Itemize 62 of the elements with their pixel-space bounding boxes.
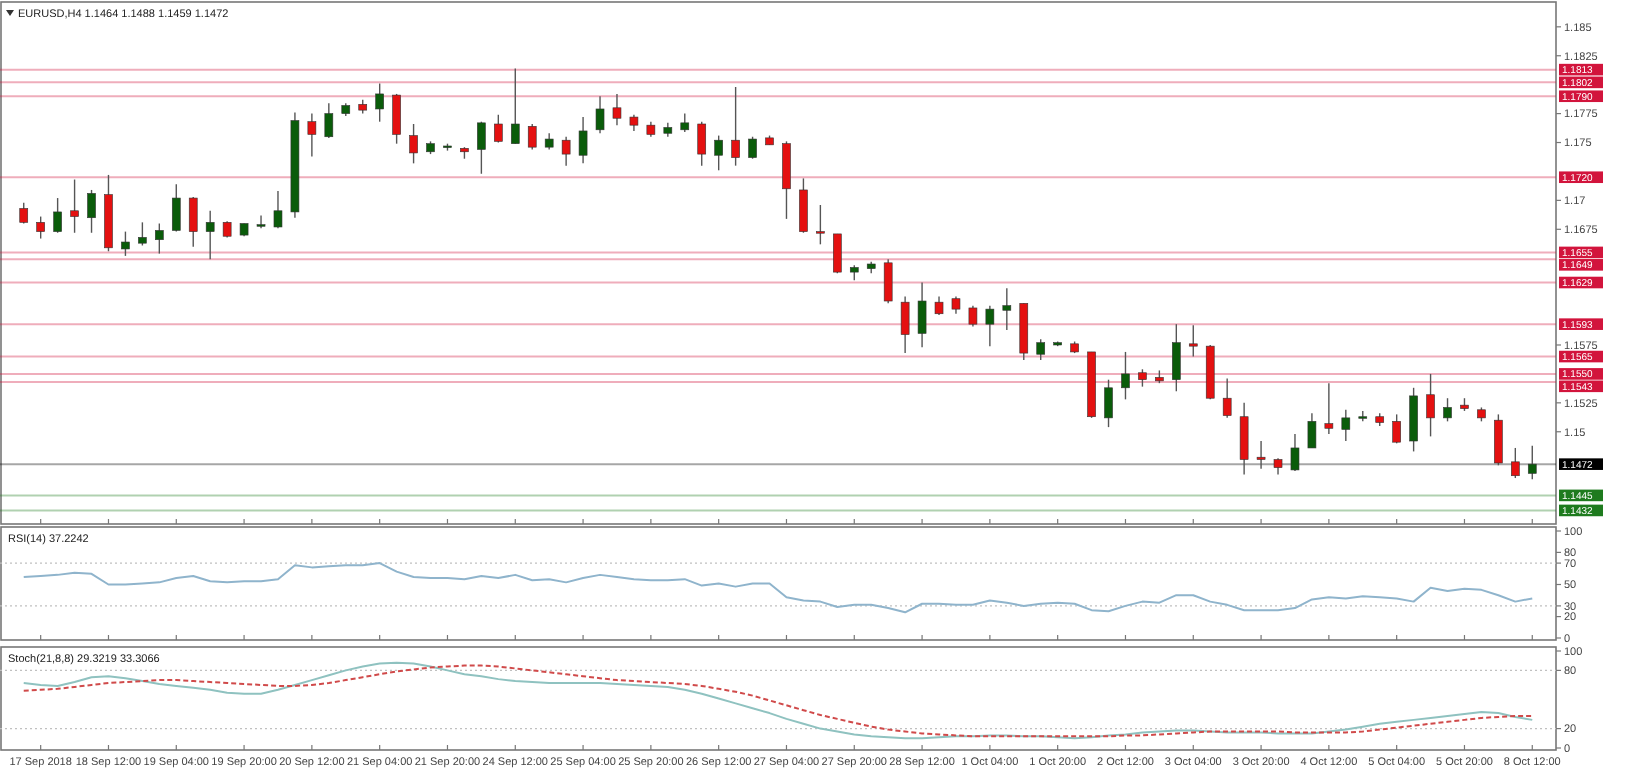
candlestick <box>1188 324 1198 358</box>
candlestick <box>900 295 910 354</box>
candlestick <box>53 197 62 234</box>
candlestick <box>87 189 96 234</box>
candlestick <box>612 93 622 126</box>
candlestick <box>36 215 45 240</box>
candlestick <box>1104 379 1113 428</box>
candlestick <box>19 201 29 225</box>
candlestick <box>155 222 164 255</box>
candlestick <box>409 123 418 165</box>
line-series <box>22 562 1534 614</box>
candlestick <box>324 102 334 139</box>
candlestick <box>883 258 893 305</box>
candlestick <box>1002 287 1012 331</box>
candlestick <box>1036 338 1046 361</box>
candlestick <box>833 233 842 274</box>
candlestick <box>1409 387 1418 453</box>
candlestick <box>121 230 130 257</box>
candlestick <box>477 121 486 175</box>
candlestick <box>968 304 978 328</box>
candlestick <box>748 136 757 160</box>
candlestick <box>138 221 147 247</box>
candlestick <box>1443 397 1452 423</box>
candlestick <box>799 177 808 234</box>
candlestick <box>1527 444 1537 480</box>
candlestick <box>171 183 181 233</box>
candlestick <box>816 204 825 246</box>
candlestick <box>392 93 401 145</box>
candlestick <box>697 121 707 167</box>
candlestick <box>527 123 537 151</box>
candlestick <box>1511 447 1520 479</box>
candlestick <box>1290 433 1300 472</box>
candlestick <box>985 304 995 347</box>
candlestick <box>273 190 283 229</box>
candlestick <box>1494 413 1503 467</box>
candlestick <box>1324 382 1334 435</box>
candlestick <box>205 210 215 261</box>
candlestick <box>510 67 520 145</box>
candlestick <box>561 136 571 167</box>
candlestick <box>1341 409 1351 442</box>
candlestick <box>256 214 266 229</box>
candlestick <box>1172 323 1181 392</box>
candlestick <box>1392 413 1401 445</box>
candlestick <box>595 95 605 134</box>
candlestick <box>934 295 944 316</box>
candlestick <box>494 114 503 144</box>
candlestick <box>782 140 791 220</box>
candlestick <box>680 112 690 133</box>
candlestick <box>70 178 79 234</box>
candlestick <box>1239 402 1249 476</box>
candlestick <box>1222 377 1232 419</box>
candlestick <box>731 86 740 167</box>
candlestick <box>375 82 384 123</box>
candlestick <box>1256 440 1266 470</box>
candlestick <box>714 134 723 171</box>
candlestick <box>307 112 317 158</box>
candlestick <box>578 116 588 165</box>
candlestick <box>1121 351 1130 401</box>
candlestick <box>188 196 198 248</box>
candlestick <box>1307 412 1317 449</box>
candlestick <box>917 281 927 348</box>
candlestick <box>1426 373 1435 438</box>
